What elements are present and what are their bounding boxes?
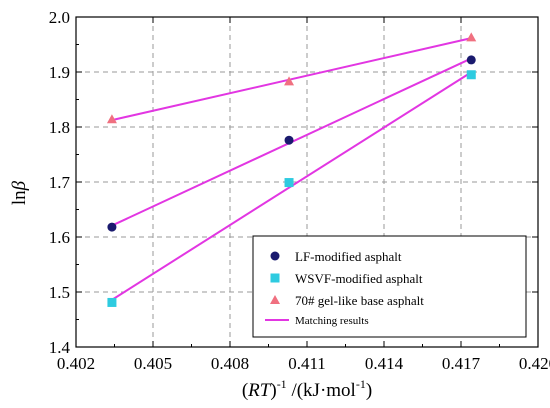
legend-marker [270,251,280,261]
legend-label: LF-modified asphalt [295,249,402,264]
data-point [284,76,295,86]
y-axis-label: lnβ [9,180,30,205]
y-tick-label: 2.0 [49,8,70,27]
legend-label: 70# gel-like base asphalt [295,293,424,308]
x-tick-label: 0.414 [365,354,404,373]
y-tick-label: 1.7 [49,173,71,192]
x-tick-label: 0.411 [288,354,326,373]
x-tick-label: 0.417 [442,354,481,373]
legend-label: Matching results [295,315,369,327]
x-axis-label: (RT)-1 /(kJ·mol-1) [242,377,372,401]
y-tick-label: 1.8 [49,118,70,137]
x-tick-label: 0.408 [211,354,249,373]
x-tick-label: 0.402 [57,354,95,373]
grid-lines [76,17,538,347]
data-point [106,114,117,124]
y-tick-label: 1.9 [49,63,70,82]
legend-box [252,235,527,338]
y-tick-label: 1.5 [49,283,70,302]
data-point [107,222,117,232]
legend-marker [270,273,280,283]
data-point [284,135,294,145]
legend-marker [270,295,280,304]
fit-line [111,37,472,122]
data-point [466,70,476,80]
data-markers [106,32,477,307]
data-point [284,178,294,188]
data-point [107,297,117,307]
x-tick-labels: 0.402 0.405 0.408 0.411 0.414 0.417 0.420 [57,354,550,373]
legend-label: WSVF-modified asphalt [295,271,423,286]
legend: LF-modified asphalt WSVF-modified asphalt… [252,235,527,338]
axis-ticks [75,16,539,348]
y-tick-label: 1.4 [49,338,71,357]
y-tick-label: 1.6 [49,228,70,247]
x-tick-label: 0.420 [519,354,550,373]
x-tick-label: 0.405 [134,354,172,373]
data-point [466,55,476,65]
data-point [466,32,477,42]
y-tick-labels: 1.4 1.5 1.6 1.7 1.8 1.9 2.0 [49,8,71,357]
